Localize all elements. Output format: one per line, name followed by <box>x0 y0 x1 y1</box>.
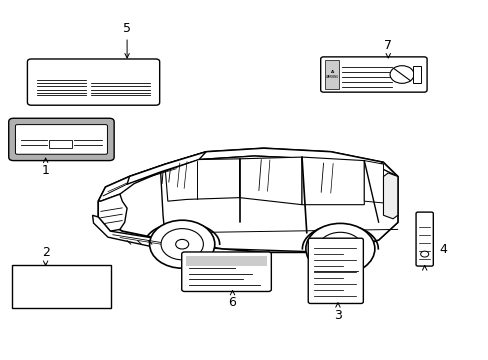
Circle shape <box>175 239 188 249</box>
Polygon shape <box>163 148 383 171</box>
FancyBboxPatch shape <box>320 57 426 92</box>
Polygon shape <box>160 156 397 252</box>
FancyBboxPatch shape <box>27 59 160 105</box>
Text: 3: 3 <box>333 309 341 322</box>
FancyBboxPatch shape <box>12 265 111 308</box>
Polygon shape <box>364 161 383 203</box>
Circle shape <box>149 220 214 268</box>
Polygon shape <box>98 148 397 252</box>
FancyBboxPatch shape <box>412 66 421 83</box>
Circle shape <box>333 244 346 254</box>
FancyBboxPatch shape <box>307 238 363 303</box>
Circle shape <box>161 229 203 260</box>
FancyBboxPatch shape <box>49 140 71 148</box>
FancyBboxPatch shape <box>16 125 107 154</box>
Polygon shape <box>302 157 364 205</box>
Text: 4: 4 <box>439 243 447 256</box>
Circle shape <box>389 66 413 83</box>
Text: 1: 1 <box>41 164 49 177</box>
Text: 2: 2 <box>41 246 49 259</box>
Text: 6: 6 <box>228 296 236 310</box>
Text: WARNING: WARNING <box>325 75 338 78</box>
Polygon shape <box>98 194 127 231</box>
FancyBboxPatch shape <box>185 256 266 266</box>
Text: 7: 7 <box>384 39 391 52</box>
Polygon shape <box>127 152 206 184</box>
Circle shape <box>420 251 428 257</box>
Polygon shape <box>92 215 182 247</box>
FancyBboxPatch shape <box>182 252 271 292</box>
Polygon shape <box>239 157 302 205</box>
Polygon shape <box>165 159 239 201</box>
Polygon shape <box>383 173 397 219</box>
Circle shape <box>317 232 362 265</box>
Polygon shape <box>98 164 165 201</box>
FancyBboxPatch shape <box>415 212 432 266</box>
Text: A: A <box>330 71 333 75</box>
Text: 5: 5 <box>123 22 131 35</box>
FancyBboxPatch shape <box>325 60 338 89</box>
Circle shape <box>305 224 374 274</box>
FancyBboxPatch shape <box>9 118 114 161</box>
